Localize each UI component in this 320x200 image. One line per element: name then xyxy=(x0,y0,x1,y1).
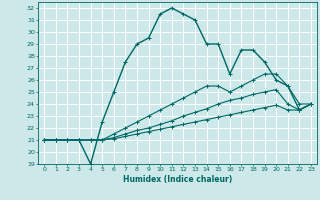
X-axis label: Humidex (Indice chaleur): Humidex (Indice chaleur) xyxy=(123,175,232,184)
